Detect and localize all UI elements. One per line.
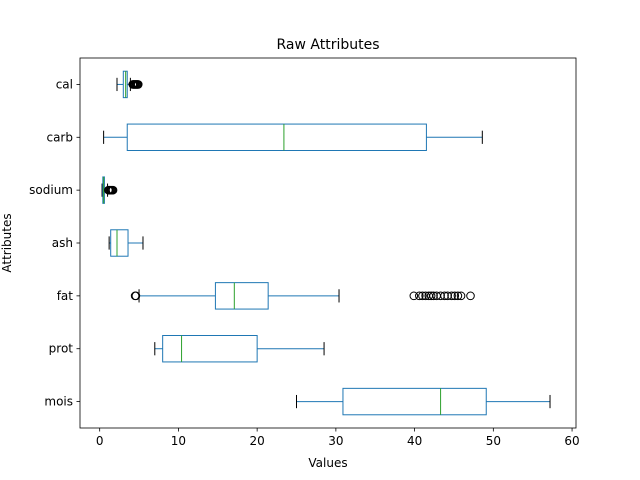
y-tick-label-fat: fat	[57, 289, 74, 303]
flier-fat-11	[440, 291, 449, 301]
axes-frame	[79, 57, 577, 429]
flier-sodium-6	[108, 185, 118, 195]
flier-fat-2	[409, 291, 419, 301]
box-fat	[214, 282, 269, 310]
x-tick-label-10: 10	[171, 434, 186, 448]
x-tick-label-40: 40	[407, 434, 422, 448]
y-tick-label-mois: mois	[44, 395, 73, 409]
x-tick-label-60: 60	[564, 434, 579, 448]
chart-title: Raw Attributes	[276, 37, 379, 53]
x-axis-label: Values	[308, 456, 347, 470]
flier-fat-15	[453, 291, 463, 301]
plot-area: mois prot fat ash sodium carb cal 0 10 20 30 40 50 60	[29, 57, 580, 448]
flier-fat-10	[436, 291, 445, 301]
flier-fat-3	[415, 291, 424, 301]
flier-fat-16	[456, 291, 466, 301]
y-tick-label-cal: cal	[56, 77, 73, 91]
y-tick-label-prot: prot	[49, 342, 74, 356]
box-mois	[342, 387, 487, 416]
x-tick-label-50: 50	[486, 434, 501, 448]
flier-fat-7	[426, 291, 436, 301]
box-prot	[162, 335, 258, 363]
flier-cal-7	[133, 80, 143, 89]
x-tick-label-20: 20	[250, 434, 265, 448]
y-tick-label-carb: carb	[46, 130, 73, 144]
box-carb	[126, 123, 427, 151]
x-tick-label-30: 30	[328, 434, 343, 448]
flier-fat-1	[131, 291, 141, 301]
box-ash	[110, 229, 129, 257]
x-tick-label-0: 0	[96, 434, 104, 448]
y-axis-label: Attributes	[0, 213, 14, 272]
flier-fat-17	[466, 291, 475, 301]
flier-fat-13	[447, 291, 456, 301]
y-tick-label-ash: ash	[52, 236, 73, 250]
y-tick-label-sodium: sodium	[29, 183, 73, 197]
flier-fat-14	[450, 291, 460, 301]
flier-fat-4	[418, 291, 427, 301]
flier-fat-8	[429, 291, 438, 301]
flier-fat-12	[443, 291, 452, 301]
